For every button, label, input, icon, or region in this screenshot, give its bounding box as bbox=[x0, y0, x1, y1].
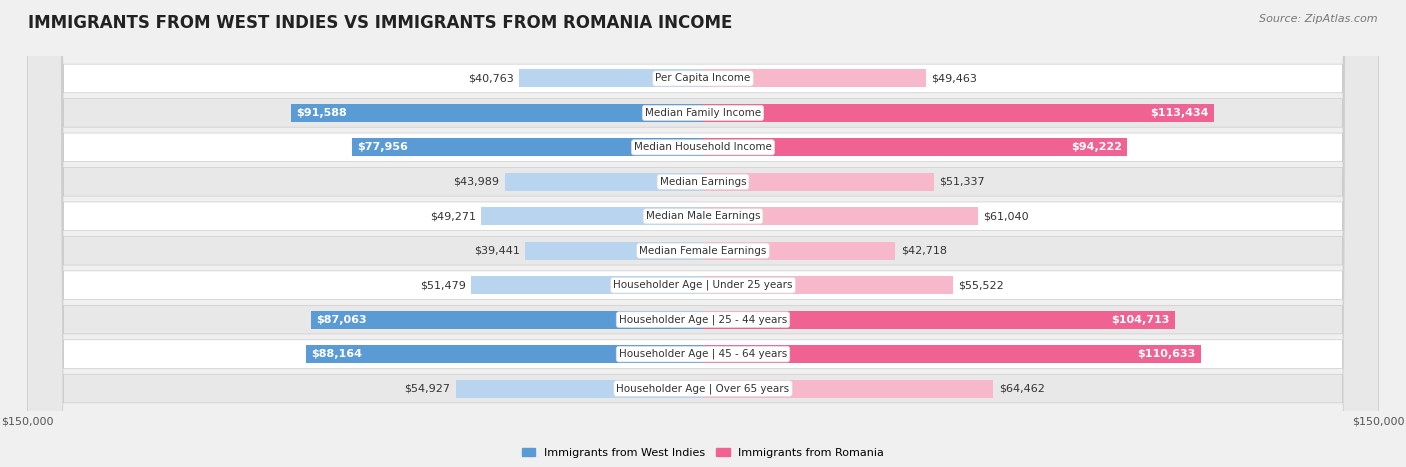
Text: $64,462: $64,462 bbox=[998, 383, 1045, 394]
Text: Median Male Earnings: Median Male Earnings bbox=[645, 211, 761, 221]
Text: $51,337: $51,337 bbox=[939, 177, 986, 187]
Bar bbox=[519, 70, 703, 87]
Bar bbox=[311, 311, 703, 329]
Text: $87,063: $87,063 bbox=[316, 315, 367, 325]
Text: $49,463: $49,463 bbox=[931, 73, 977, 84]
Text: $104,713: $104,713 bbox=[1111, 315, 1170, 325]
Bar bbox=[703, 345, 1201, 363]
FancyBboxPatch shape bbox=[28, 0, 1378, 467]
Text: Householder Age | 45 - 64 years: Householder Age | 45 - 64 years bbox=[619, 349, 787, 359]
Bar bbox=[291, 104, 703, 122]
Text: Householder Age | 25 - 44 years: Householder Age | 25 - 44 years bbox=[619, 314, 787, 325]
Bar bbox=[471, 276, 703, 294]
FancyBboxPatch shape bbox=[28, 0, 1378, 467]
FancyBboxPatch shape bbox=[28, 0, 1378, 467]
Legend: Immigrants from West Indies, Immigrants from Romania: Immigrants from West Indies, Immigrants … bbox=[517, 443, 889, 462]
Text: Median Family Income: Median Family Income bbox=[645, 108, 761, 118]
Text: $49,271: $49,271 bbox=[430, 211, 475, 221]
Bar bbox=[703, 311, 1174, 329]
Bar bbox=[703, 380, 993, 397]
Bar bbox=[307, 345, 703, 363]
Bar bbox=[703, 104, 1213, 122]
Text: $55,522: $55,522 bbox=[959, 280, 1004, 290]
Bar bbox=[352, 138, 703, 156]
Bar bbox=[703, 173, 934, 191]
Text: $91,588: $91,588 bbox=[297, 108, 347, 118]
Text: $113,434: $113,434 bbox=[1150, 108, 1208, 118]
Text: $110,633: $110,633 bbox=[1137, 349, 1195, 359]
Text: Per Capita Income: Per Capita Income bbox=[655, 73, 751, 84]
Text: $61,040: $61,040 bbox=[983, 211, 1029, 221]
Text: $43,989: $43,989 bbox=[454, 177, 499, 187]
Text: $94,222: $94,222 bbox=[1071, 142, 1122, 152]
FancyBboxPatch shape bbox=[28, 0, 1378, 467]
Bar bbox=[703, 138, 1128, 156]
Text: Householder Age | Under 25 years: Householder Age | Under 25 years bbox=[613, 280, 793, 290]
Bar bbox=[481, 207, 703, 225]
Text: Median Household Income: Median Household Income bbox=[634, 142, 772, 152]
FancyBboxPatch shape bbox=[28, 0, 1378, 467]
FancyBboxPatch shape bbox=[28, 0, 1378, 467]
Bar bbox=[703, 242, 896, 260]
Bar bbox=[703, 70, 925, 87]
Text: $42,718: $42,718 bbox=[901, 246, 946, 256]
Text: Source: ZipAtlas.com: Source: ZipAtlas.com bbox=[1260, 14, 1378, 24]
Bar bbox=[505, 173, 703, 191]
Bar bbox=[456, 380, 703, 397]
Bar bbox=[703, 207, 977, 225]
FancyBboxPatch shape bbox=[28, 0, 1378, 467]
Text: Median Female Earnings: Median Female Earnings bbox=[640, 246, 766, 256]
Bar bbox=[703, 276, 953, 294]
FancyBboxPatch shape bbox=[28, 0, 1378, 467]
Text: $51,479: $51,479 bbox=[420, 280, 465, 290]
FancyBboxPatch shape bbox=[28, 0, 1378, 467]
Text: Median Earnings: Median Earnings bbox=[659, 177, 747, 187]
Bar bbox=[526, 242, 703, 260]
Text: IMMIGRANTS FROM WEST INDIES VS IMMIGRANTS FROM ROMANIA INCOME: IMMIGRANTS FROM WEST INDIES VS IMMIGRANT… bbox=[28, 14, 733, 32]
Text: $39,441: $39,441 bbox=[474, 246, 520, 256]
Text: $40,763: $40,763 bbox=[468, 73, 515, 84]
Text: $54,927: $54,927 bbox=[405, 383, 450, 394]
Text: $88,164: $88,164 bbox=[311, 349, 363, 359]
FancyBboxPatch shape bbox=[28, 0, 1378, 467]
Text: Householder Age | Over 65 years: Householder Age | Over 65 years bbox=[616, 383, 790, 394]
Text: $77,956: $77,956 bbox=[357, 142, 408, 152]
